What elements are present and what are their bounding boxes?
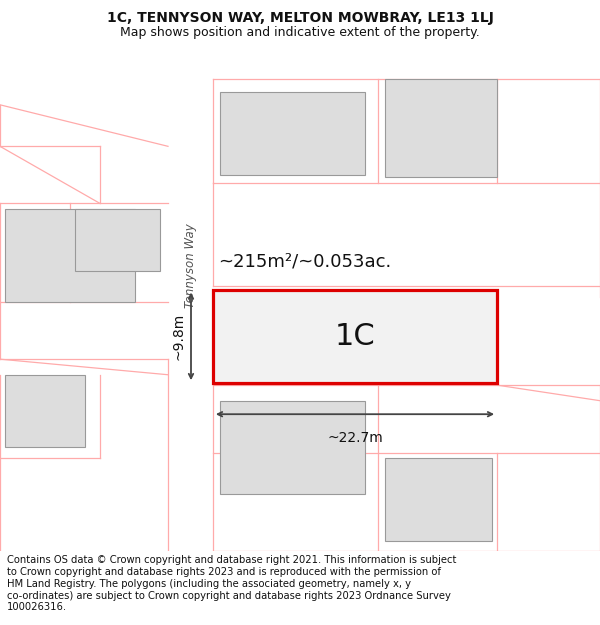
Text: 100026316.: 100026316. <box>7 602 67 612</box>
Bar <box>385 79 497 178</box>
Text: Map shows position and indicative extent of the property.: Map shows position and indicative extent… <box>120 26 480 39</box>
Text: Contains OS data © Crown copyright and database right 2021. This information is : Contains OS data © Crown copyright and d… <box>7 555 457 565</box>
Bar <box>75 209 160 271</box>
Text: co-ordinates) are subject to Crown copyright and database rights 2023 Ordnance S: co-ordinates) are subject to Crown copyr… <box>7 591 451 601</box>
Text: Tennyson Way: Tennyson Way <box>184 223 197 308</box>
Text: ~9.8m: ~9.8m <box>172 312 186 360</box>
Text: ~215m²/~0.053ac.: ~215m²/~0.053ac. <box>218 253 391 271</box>
Bar <box>220 401 365 494</box>
Text: to Crown copyright and database rights 2023 and is reproduced with the permissio: to Crown copyright and database rights 2… <box>7 567 441 577</box>
Text: ~22.7m: ~22.7m <box>327 431 383 445</box>
Bar <box>385 458 492 541</box>
Bar <box>213 289 497 383</box>
Bar <box>5 375 85 448</box>
Text: 1C: 1C <box>335 322 376 351</box>
Bar <box>220 92 365 176</box>
Text: 1C, TENNYSON WAY, MELTON MOWBRAY, LE13 1LJ: 1C, TENNYSON WAY, MELTON MOWBRAY, LE13 1… <box>107 11 493 25</box>
Bar <box>168 42 213 551</box>
Bar <box>5 209 135 302</box>
Text: HM Land Registry. The polygons (including the associated geometry, namely x, y: HM Land Registry. The polygons (includin… <box>7 579 411 589</box>
